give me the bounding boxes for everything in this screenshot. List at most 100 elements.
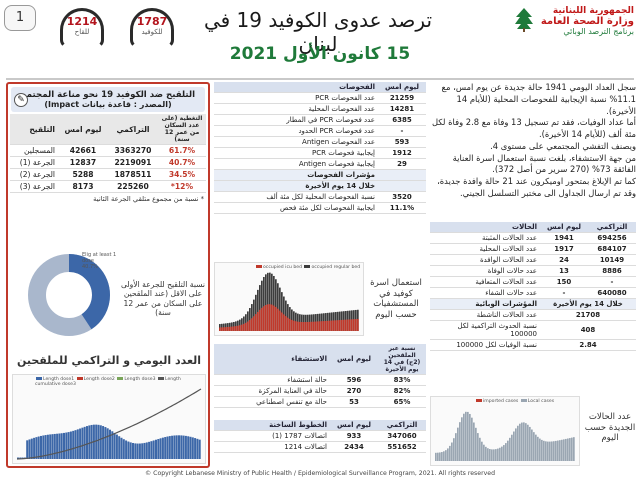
section-label: المؤشرات الوبائية — [430, 298, 540, 310]
row-today: 24 — [540, 254, 588, 266]
vaccination-bar — [28, 439, 31, 459]
vaccination-bar — [138, 443, 141, 459]
daily-cases-bar — [449, 445, 451, 461]
hospital-icu-bar — [231, 326, 233, 331]
hospital-icu-bar — [353, 319, 355, 331]
hospital-bar — [259, 285, 261, 331]
daily-cases-bar — [439, 452, 441, 461]
daily-cases-bar — [521, 422, 523, 461]
vaccination-bar — [79, 428, 82, 459]
daily-cases-bar — [453, 438, 455, 461]
daily-cases-plot — [435, 411, 575, 461]
vaccination-bar — [145, 442, 148, 459]
table-header: الحالات — [430, 222, 540, 233]
vaccination-bar — [148, 441, 151, 459]
headset-icon — [60, 8, 104, 48]
hospital-bar — [251, 304, 253, 331]
hospital-icu-bar — [279, 310, 281, 331]
vaccination-bar — [26, 440, 29, 459]
daily-cases-bar — [499, 447, 501, 461]
row-label: عدد الحالات الناشطة — [430, 309, 540, 321]
legend-swatch — [157, 377, 164, 380]
vaccination-bar — [182, 435, 185, 459]
hospital-icu-bar — [309, 321, 311, 331]
hospital-icu-bar — [331, 320, 333, 331]
vaccination-title-box: التلقيح ضد الكوفيد 19 نحو مناعة المجتمع … — [11, 87, 205, 112]
row-value: 11.1% — [378, 202, 426, 214]
vaccination-bar — [99, 425, 102, 459]
daily-cases-bar — [491, 449, 493, 461]
legend-swatch — [476, 399, 482, 402]
hospital-bar — [253, 299, 255, 331]
vaccination-bar — [184, 435, 187, 459]
row-total: 347060 — [378, 430, 426, 442]
legend-label: Length dose3 — [124, 377, 156, 382]
vaccination-bar — [74, 430, 77, 459]
vaccination-bar — [102, 426, 105, 459]
daily-cases-bar — [473, 422, 475, 461]
daily-cases-bar — [477, 433, 479, 461]
row-total: 3363270 — [107, 144, 158, 157]
hospital-icu-bar — [271, 304, 273, 331]
legend-swatch — [36, 377, 42, 380]
row-label: اتصالات 1214 — [214, 441, 330, 453]
table-row: ايجابية الفحوصات لكل مئة فحص 11.1% — [214, 202, 426, 214]
daily-cases-bar — [465, 411, 467, 461]
hospital-icu-bar — [313, 321, 315, 331]
row-label: عدد فحوصات PCR في المطار — [214, 114, 378, 126]
daily-cases-legend: imported cases Local cases — [475, 399, 554, 404]
hospital-icu-bar — [273, 305, 275, 331]
vaccination-bar — [65, 432, 68, 459]
hospital-bar — [269, 272, 271, 331]
vaccination-bar — [168, 436, 171, 459]
vaccination-bar — [58, 433, 61, 459]
row-total: 225260 — [107, 180, 158, 193]
table-row: حالة استشفاء 596 83% — [214, 374, 426, 386]
hospital-icu-bar — [345, 319, 347, 331]
summary-paragraph: ويصنف التفشي المجتمعي على مستوى 4. — [490, 140, 636, 151]
hospital-icu-bar — [303, 322, 305, 331]
row-total: 551652 — [378, 441, 426, 453]
daily-cases-bar — [553, 441, 555, 461]
syringe-icon: ✎ — [14, 93, 28, 107]
daily-cases-bar — [565, 438, 567, 461]
hospital-icu-bar — [233, 326, 235, 331]
vaccination-bar — [33, 437, 36, 459]
table-row: عدد الحالات المحلية 1917 684107 — [430, 243, 636, 255]
vaccination-bar — [191, 437, 194, 459]
vaccination-bar — [40, 435, 42, 459]
donut-legend: Elig at least 1 dose 40.7% — [82, 252, 122, 270]
daily-cases-bar — [519, 423, 521, 461]
ministry-logo-text: الجمهورية اللبنانية وزارة الصحة العامة ب… — [494, 6, 634, 36]
row-today: 150 — [540, 276, 588, 288]
table-row: اتصالات 1214 2434 551652 — [214, 441, 426, 453]
row-today: 5288 — [58, 168, 108, 181]
row-coverage: 12%* — [158, 180, 206, 193]
vaccination-bar — [86, 426, 88, 459]
summary-paragraph: كما تم الإبلاغ بمتحور اوميكرون عند 21 حا… — [437, 176, 636, 198]
vaccination-bar — [178, 435, 180, 459]
row-value: - — [378, 125, 426, 137]
vaccination-bar — [53, 433, 56, 459]
vaccination-bar — [159, 438, 162, 459]
hospital-icu-bar — [325, 320, 327, 331]
row-label: نسبة الوفيات لكل 100000 — [430, 339, 540, 351]
legend-label: Length cumulative dose3 — [35, 377, 181, 387]
vaccination-bar — [173, 435, 176, 459]
vaccination-bar — [83, 426, 86, 459]
daily-cases-bar — [527, 424, 529, 461]
table-row: حالة مع تنفس اصطناعي 53 65% — [214, 396, 426, 408]
table-row: عدد فحوصات PCR في المطار 6385 — [214, 114, 426, 126]
vaccination-bar — [104, 427, 107, 459]
table-header: الخطوط الساخنة — [214, 420, 330, 431]
row-total: 694256 — [588, 232, 636, 244]
row-today: 8173 — [58, 180, 108, 193]
hospital-bar — [275, 279, 277, 331]
legend-label: Length dose1 — [43, 377, 75, 382]
legend-label: Length dose2 — [83, 377, 115, 382]
hospital-bar — [255, 294, 257, 331]
section-period: خلال 14 يوم الأخيرة — [540, 298, 636, 310]
table-section-header: خلال 14 يوم الأخيرة — [214, 180, 426, 192]
table-header: التغطية (على عدد السكان من عمر 12 سنة) — [158, 114, 206, 145]
summary-paragraph: من جهة الاستشفاء، بلغت نسبة استعمال اسرة… — [452, 152, 636, 175]
